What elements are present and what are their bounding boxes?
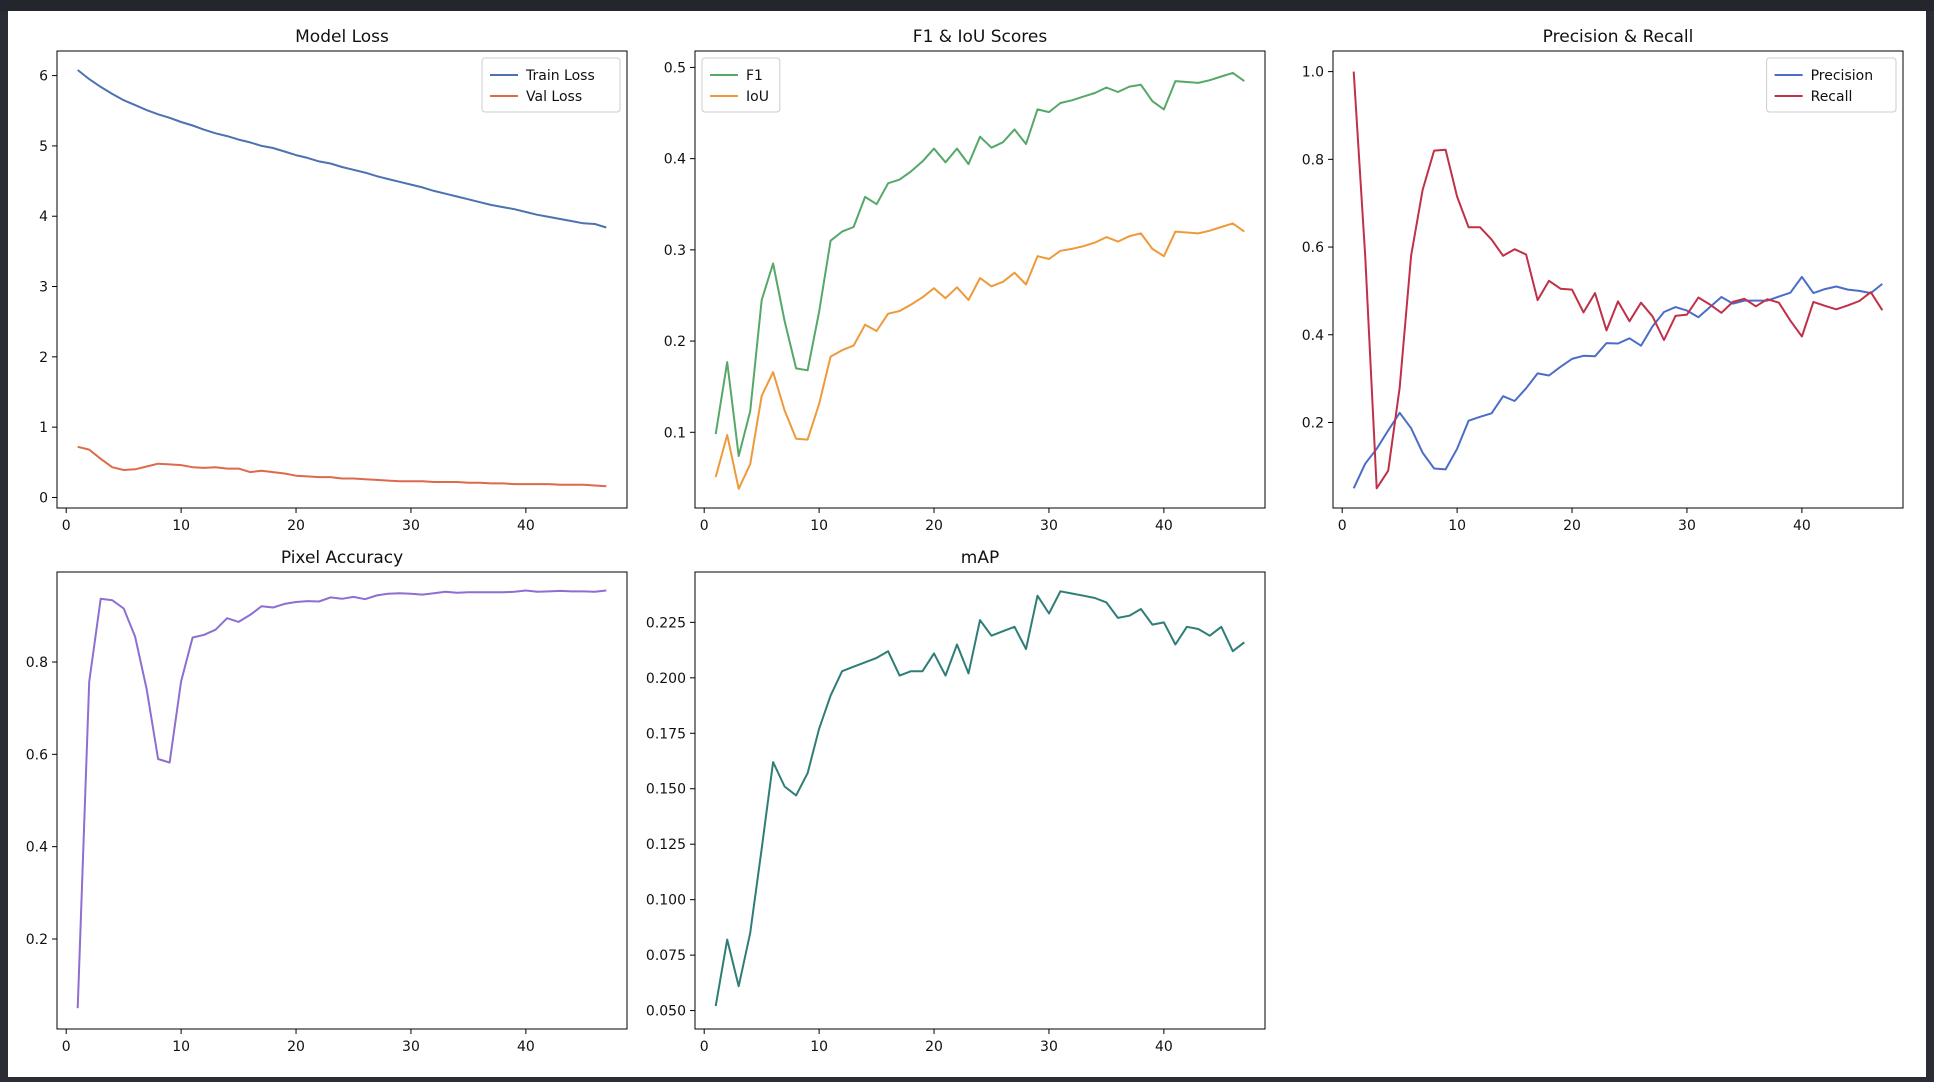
y-tick-label: 0.050 bbox=[646, 1004, 686, 1020]
chart-title: Model Loss bbox=[295, 27, 389, 47]
y-tick-label: 0.1 bbox=[664, 425, 686, 441]
y-tick-label: 0 bbox=[39, 490, 48, 506]
x-tick-label: 0 bbox=[62, 518, 71, 534]
x-tick-label: 10 bbox=[1448, 518, 1466, 534]
x-tick-label: 30 bbox=[1678, 518, 1696, 534]
chart-panel-2: F1 & IoU Scores 0 10 20 30 40 0.1 0.2 0.3 0.4 0.5 F… bbox=[664, 27, 1265, 534]
chart-title: F1 & IoU Scores bbox=[913, 27, 1048, 47]
y-tick-label: 0.4 bbox=[664, 152, 686, 168]
chart-panel-1: Model Loss 0 10 20 30 40 0 1 2 3 4 5 6 Train Loss Val … bbox=[39, 27, 627, 534]
x-tick-label: 20 bbox=[1563, 518, 1581, 534]
y-tick-label: 0.175 bbox=[646, 726, 686, 742]
series-line-1 bbox=[78, 591, 607, 1009]
axes-frame bbox=[57, 572, 627, 1029]
x-tick-label: 10 bbox=[810, 518, 828, 534]
y-tick-label: 0.4 bbox=[26, 840, 48, 856]
axes-frame bbox=[57, 51, 627, 508]
series-line-val-loss bbox=[78, 447, 607, 486]
x-tick-label: 40 bbox=[517, 518, 535, 534]
legend-label: IoU bbox=[746, 89, 769, 105]
chart-panel-3: Precision & Recall 0 10 20 30 40 0.2 0.4 0.6 0.8 1… bbox=[1302, 27, 1903, 534]
x-tick-label: 40 bbox=[1155, 518, 1173, 534]
y-tick-label: 4 bbox=[39, 209, 48, 225]
y-tick-label: 0.5 bbox=[664, 60, 686, 76]
series-line-iou bbox=[716, 223, 1245, 488]
y-tick-label: 3 bbox=[39, 280, 48, 296]
figure-svg: Model Loss 0 10 20 30 40 0 1 2 3 4 5 6 Train Loss Val … bbox=[8, 11, 1926, 1077]
y-tick-label: 1.0 bbox=[1302, 65, 1324, 81]
x-tick-label: 0 bbox=[1338, 518, 1347, 534]
y-tick-label: 0.2 bbox=[26, 932, 48, 948]
y-tick-label: 0.200 bbox=[646, 671, 686, 687]
y-tick-label: 0.125 bbox=[646, 837, 686, 853]
y-tick-label: 0.225 bbox=[646, 615, 686, 631]
legend: F1 IoU bbox=[702, 58, 780, 112]
y-tick-label: 0.2 bbox=[664, 334, 686, 350]
axes-frame bbox=[695, 572, 1265, 1029]
y-tick-label: 0.8 bbox=[26, 655, 48, 671]
y-tick-label: 6 bbox=[39, 69, 48, 85]
y-tick-label: 0.4 bbox=[1302, 328, 1324, 344]
x-tick-label: 10 bbox=[172, 518, 190, 534]
x-tick-label: 40 bbox=[517, 1039, 535, 1055]
y-tick-label: 0.150 bbox=[646, 782, 686, 798]
x-tick-label: 0 bbox=[700, 518, 709, 534]
y-tick-label: 1 bbox=[39, 420, 48, 436]
legend: Precision Recall bbox=[1767, 58, 1896, 112]
y-tick-label: 0.3 bbox=[664, 243, 686, 259]
y-tick-label: 0.6 bbox=[26, 747, 48, 763]
legend: Train Loss Val Loss bbox=[482, 58, 620, 112]
x-tick-label: 30 bbox=[1040, 518, 1058, 534]
legend-label: Train Loss bbox=[525, 68, 595, 84]
x-tick-label: 10 bbox=[172, 1039, 190, 1055]
chart-title: Pixel Accuracy bbox=[281, 548, 403, 568]
x-tick-label: 0 bbox=[62, 1039, 71, 1055]
series-line-precision bbox=[1354, 277, 1883, 488]
x-tick-label: 0 bbox=[700, 1039, 709, 1055]
x-tick-label: 40 bbox=[1793, 518, 1811, 534]
y-tick-label: 0.8 bbox=[1302, 152, 1324, 168]
chart-panel-4: Pixel Accuracy 0 10 20 30 40 0.2 0.4 0.6 0.8 bbox=[26, 548, 627, 1055]
x-tick-label: 20 bbox=[925, 518, 943, 534]
y-tick-label: 0.100 bbox=[646, 893, 686, 909]
figure-canvas: Model Loss 0 10 20 30 40 0 1 2 3 4 5 6 Train Loss Val … bbox=[8, 11, 1926, 1077]
chart-title: Precision & Recall bbox=[1543, 27, 1694, 47]
y-tick-label: 2 bbox=[39, 350, 48, 366]
y-tick-label: 5 bbox=[39, 139, 48, 155]
legend-label: F1 bbox=[746, 68, 763, 84]
legend-label: Recall bbox=[1811, 89, 1853, 105]
chart-title: mAP bbox=[961, 548, 999, 568]
series-line-1 bbox=[716, 591, 1245, 1006]
legend-label: Val Loss bbox=[526, 89, 582, 105]
y-tick-label: 0.6 bbox=[1302, 240, 1324, 256]
x-tick-label: 30 bbox=[402, 1039, 420, 1055]
series-line-f1 bbox=[716, 73, 1245, 456]
y-tick-label: 0.2 bbox=[1302, 415, 1324, 431]
x-tick-label: 20 bbox=[287, 518, 305, 534]
legend-label: Precision bbox=[1811, 68, 1873, 84]
window-top-bar bbox=[0, 0, 1934, 11]
x-tick-label: 20 bbox=[287, 1039, 305, 1055]
x-tick-label: 30 bbox=[402, 518, 420, 534]
chart-panel-5: mAP 0 10 20 30 40 0.050 0.075 0.100 0.125 0.150 0.1… bbox=[646, 548, 1265, 1055]
x-tick-label: 20 bbox=[925, 1039, 943, 1055]
x-tick-label: 40 bbox=[1155, 1039, 1173, 1055]
y-tick-label: 0.075 bbox=[646, 948, 686, 964]
x-tick-label: 30 bbox=[1040, 1039, 1058, 1055]
x-tick-label: 10 bbox=[810, 1039, 828, 1055]
axes-frame bbox=[1333, 51, 1903, 508]
